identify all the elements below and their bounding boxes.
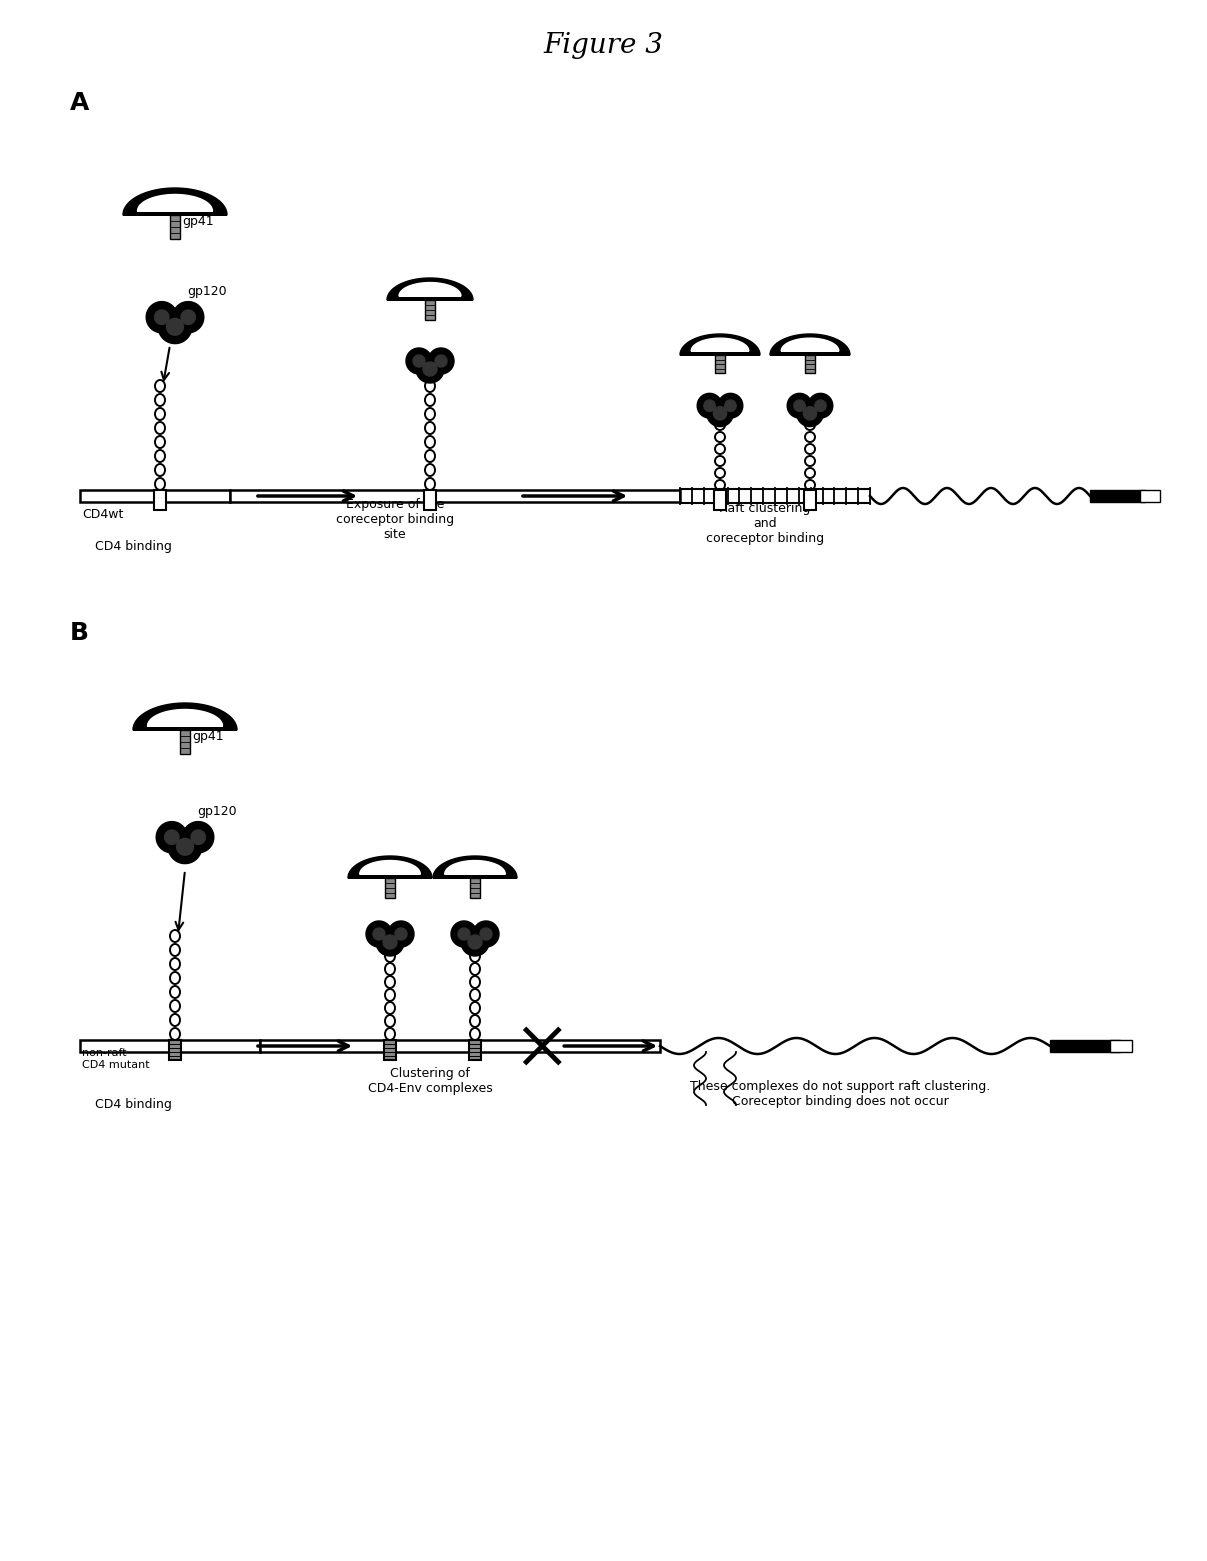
- Polygon shape: [433, 855, 517, 877]
- Polygon shape: [154, 311, 169, 325]
- Polygon shape: [123, 187, 227, 215]
- Polygon shape: [395, 927, 407, 940]
- Polygon shape: [461, 927, 489, 955]
- Polygon shape: [457, 927, 470, 940]
- Text: gp41: gp41: [192, 731, 223, 743]
- Polygon shape: [387, 278, 473, 300]
- Bar: [169, 1040, 181, 1060]
- Bar: [470, 877, 480, 898]
- Polygon shape: [444, 860, 506, 874]
- Polygon shape: [146, 301, 177, 332]
- Polygon shape: [797, 400, 823, 426]
- Bar: [260, 1040, 660, 1052]
- Bar: [424, 490, 436, 510]
- Bar: [384, 1040, 396, 1060]
- Polygon shape: [781, 339, 839, 351]
- Polygon shape: [176, 838, 193, 855]
- Polygon shape: [451, 921, 477, 948]
- Polygon shape: [377, 927, 404, 955]
- Polygon shape: [718, 393, 742, 418]
- Polygon shape: [181, 311, 196, 325]
- Polygon shape: [435, 354, 447, 367]
- Polygon shape: [680, 334, 760, 354]
- Polygon shape: [428, 348, 454, 375]
- Polygon shape: [713, 407, 727, 420]
- Polygon shape: [383, 935, 397, 949]
- Text: non-raft
CD4 mutant: non-raft CD4 mutant: [82, 1049, 150, 1069]
- Bar: [80, 490, 231, 503]
- Polygon shape: [158, 311, 192, 343]
- Bar: [170, 215, 180, 239]
- Polygon shape: [173, 301, 204, 332]
- Polygon shape: [468, 935, 482, 949]
- Polygon shape: [770, 334, 850, 354]
- Polygon shape: [168, 830, 202, 863]
- Polygon shape: [416, 354, 444, 382]
- Bar: [715, 490, 725, 510]
- Polygon shape: [156, 821, 187, 852]
- Bar: [80, 1040, 260, 1052]
- Text: A: A: [70, 91, 89, 116]
- Polygon shape: [373, 927, 385, 940]
- Bar: [425, 300, 435, 320]
- Polygon shape: [164, 830, 179, 845]
- Polygon shape: [182, 821, 214, 852]
- Polygon shape: [692, 339, 748, 351]
- Text: gp120: gp120: [197, 805, 237, 818]
- Text: These complexes do not support raft clustering.
Coreceptor binding does not occu: These complexes do not support raft clus…: [690, 1080, 990, 1108]
- Bar: [154, 490, 167, 510]
- Polygon shape: [787, 393, 812, 418]
- Polygon shape: [815, 400, 826, 412]
- Polygon shape: [413, 354, 425, 367]
- Polygon shape: [138, 195, 212, 211]
- Text: Raft clustering
and
coreceptor binding: Raft clustering and coreceptor binding: [706, 503, 824, 545]
- Polygon shape: [400, 283, 461, 297]
- Polygon shape: [406, 348, 432, 375]
- Polygon shape: [707, 400, 734, 426]
- Polygon shape: [809, 393, 833, 418]
- Bar: [1090, 490, 1145, 503]
- Bar: [805, 354, 815, 373]
- Polygon shape: [366, 921, 392, 948]
- Text: B: B: [70, 621, 89, 645]
- Bar: [470, 1040, 482, 1060]
- Polygon shape: [348, 855, 432, 877]
- Polygon shape: [698, 393, 722, 418]
- Polygon shape: [387, 921, 414, 948]
- Polygon shape: [133, 702, 237, 731]
- Text: CD4 binding: CD4 binding: [95, 1097, 171, 1111]
- Bar: [715, 354, 725, 373]
- Text: gp41: gp41: [182, 215, 214, 228]
- Polygon shape: [473, 921, 498, 948]
- Polygon shape: [147, 710, 222, 726]
- Polygon shape: [794, 400, 805, 412]
- Polygon shape: [704, 400, 716, 412]
- Text: Figure 3: Figure 3: [543, 31, 663, 58]
- Bar: [385, 877, 395, 898]
- Polygon shape: [724, 400, 736, 412]
- Text: CD4 binding: CD4 binding: [95, 540, 171, 553]
- Text: Clustering of
CD4-Env complexes: Clustering of CD4-Env complexes: [368, 1068, 492, 1094]
- Polygon shape: [360, 860, 420, 874]
- Text: Exposure of the
coreceptor binding
site: Exposure of the coreceptor binding site: [336, 498, 454, 542]
- Text: gp120: gp120: [187, 286, 227, 298]
- Polygon shape: [422, 362, 437, 376]
- Bar: [180, 731, 189, 754]
- Bar: [1050, 1040, 1120, 1052]
- Polygon shape: [191, 830, 205, 845]
- Text: CD4wt: CD4wt: [82, 507, 123, 521]
- Bar: [1139, 490, 1160, 503]
- Polygon shape: [804, 407, 817, 420]
- Bar: [1110, 1040, 1132, 1052]
- Bar: [804, 490, 816, 510]
- Bar: [231, 490, 680, 503]
- Polygon shape: [480, 927, 492, 940]
- Polygon shape: [167, 318, 183, 336]
